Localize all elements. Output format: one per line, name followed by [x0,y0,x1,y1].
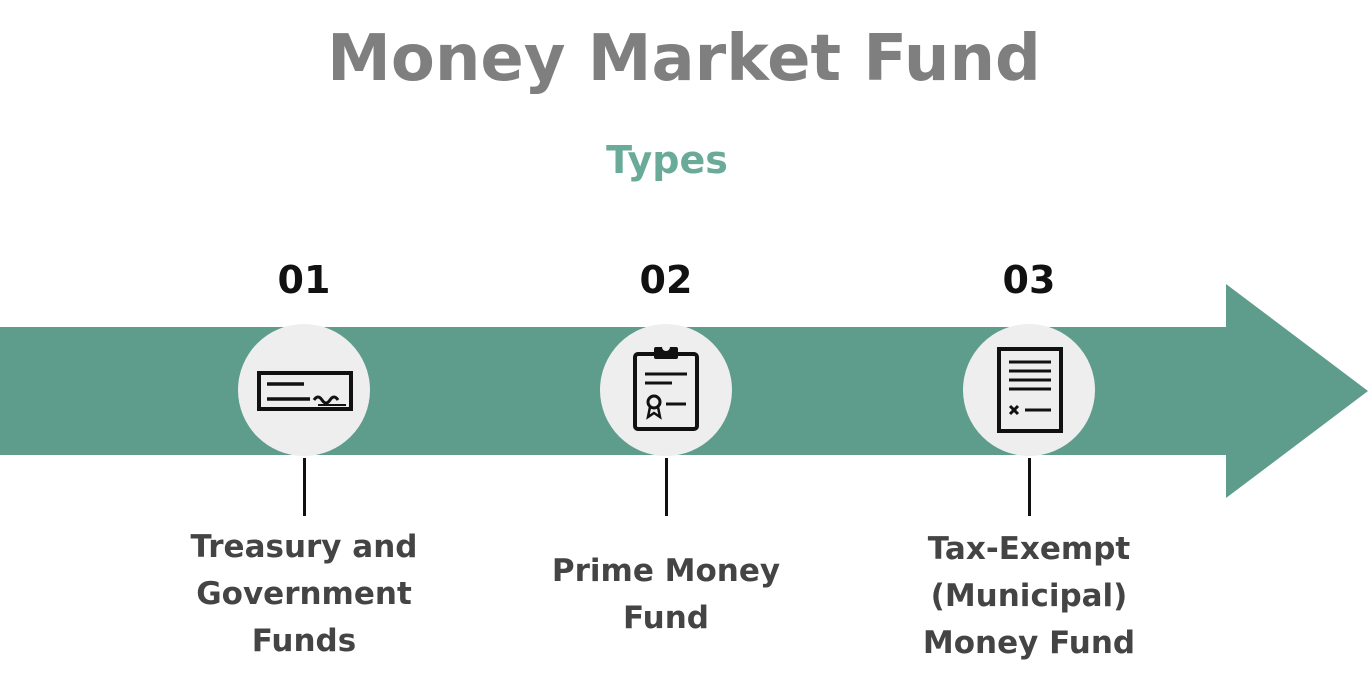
step-1-connector [303,458,306,516]
diagram-title: Money Market Fund [327,22,1041,96]
step-3-label-line-2: (Municipal) [930,578,1128,614]
document-icon [997,347,1063,433]
step-3-circle [963,324,1095,456]
step-1-number: 01 [277,258,331,302]
step-2-connector [665,458,668,516]
step-2-number: 02 [639,258,693,302]
step-2-circle [600,324,732,456]
step-1-label: Treasury and Government Funds [154,524,454,665]
step-3-connector [1028,458,1031,516]
step-1-circle [238,324,370,456]
step-3-number: 03 [1002,258,1056,302]
step-2-label-line-1: Prime Money [551,553,781,589]
step-2-label-line-2: Fund [623,600,709,636]
step-3-label: Tax-Exempt (Municipal) Money Fund [879,526,1179,667]
step-1: 01 Treasury and Government Funds [154,0,454,694]
step-2: 02 Prime Money Fund [516,0,816,694]
clipboard-certificate-icon [633,343,699,431]
step-3-label-line-3: Money Fund [922,625,1136,661]
diagram-subtitle: Types [606,138,728,182]
cheque-icon [257,371,353,411]
step-1-label-line-3: Funds [251,623,357,659]
step-2-label: Prime Money Fund [516,548,816,642]
step-3: 03 Tax-Exempt (Municipal) Money Fund [879,0,1179,694]
step-1-label-line-2: Government [196,576,412,612]
step-1-label-line-1: Treasury and [190,529,418,565]
step-3-label-line-1: Tax-Exempt [927,531,1131,567]
